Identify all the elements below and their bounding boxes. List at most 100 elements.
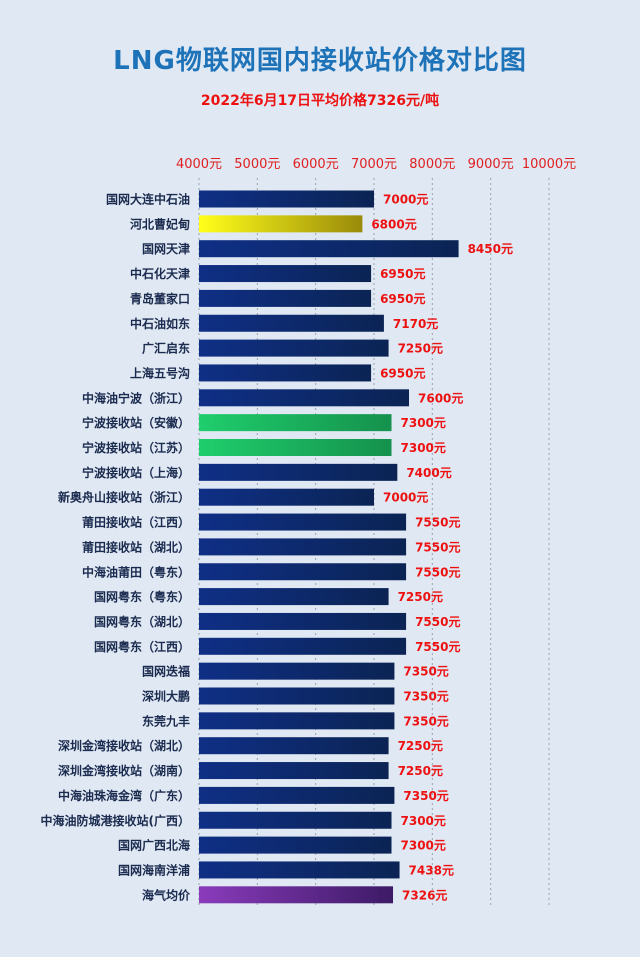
value-label: 6950元 bbox=[380, 292, 425, 306]
category-label: 中海油珠海金湾（广东） bbox=[58, 788, 190, 803]
value-label: 7250元 bbox=[398, 739, 443, 753]
bar bbox=[199, 314, 384, 332]
category-label: 河北曹妃甸 bbox=[129, 216, 190, 231]
value-label: 7250元 bbox=[398, 764, 443, 778]
value-label: 6950元 bbox=[380, 366, 425, 380]
bar bbox=[199, 687, 395, 705]
bar bbox=[199, 712, 395, 730]
value-label: 7250元 bbox=[398, 342, 443, 356]
category-label: 中海油莆田（粤东） bbox=[82, 564, 190, 579]
category-label: 国网粤东（湖北） bbox=[94, 614, 190, 629]
bar bbox=[199, 811, 392, 829]
x-tick-label: 7000元 bbox=[351, 157, 397, 172]
bar bbox=[199, 289, 372, 307]
bar bbox=[199, 215, 363, 233]
value-label: 7350元 bbox=[403, 665, 448, 679]
category-label: 国网粤东（江西） bbox=[94, 639, 190, 654]
bar bbox=[199, 662, 395, 680]
bar bbox=[199, 563, 407, 581]
category-label: 深圳金湾接收站（湖南） bbox=[58, 763, 190, 778]
category-labels: 国网大连中石油河北曹妃甸国网天津中石化天津青岛董家口中石油如东广汇启东上海五号沟… bbox=[41, 192, 191, 903]
category-label: 中石化天津 bbox=[130, 266, 190, 281]
value-label: 7550元 bbox=[415, 540, 460, 554]
value-label: 7300元 bbox=[401, 814, 446, 828]
value-label: 7438元 bbox=[409, 863, 454, 877]
value-label: 7170元 bbox=[393, 317, 438, 331]
x-tick-label: 10000元 bbox=[522, 157, 576, 172]
x-axis-ticks: 4000元 5000元 6000元 7000元 8000元 9000元 10000元 bbox=[176, 157, 576, 172]
category-label: 莆田接收站（江西） bbox=[82, 515, 190, 530]
category-label: 国网迭福 bbox=[142, 664, 190, 679]
category-label: 中海油宁波（浙江） bbox=[82, 390, 190, 405]
category-label: 莆田接收站（湖北） bbox=[82, 539, 190, 554]
category-label: 国网大连中石油 bbox=[106, 192, 190, 207]
category-label: 海气均价 bbox=[142, 887, 191, 902]
category-label: 国网粤东（粤东） bbox=[94, 589, 190, 604]
value-label: 7350元 bbox=[403, 714, 448, 728]
chart-subtitle: 2022年6月17日平均价格7326元/吨 bbox=[200, 93, 440, 109]
bar bbox=[199, 786, 395, 804]
bar bbox=[199, 538, 407, 556]
category-label: 中石油如东 bbox=[130, 316, 190, 331]
bar bbox=[199, 414, 392, 432]
bar bbox=[199, 463, 398, 481]
value-label: 7600元 bbox=[418, 391, 463, 405]
value-label: 7350元 bbox=[403, 789, 448, 803]
category-label: 青岛董家口 bbox=[130, 291, 190, 306]
bar bbox=[199, 762, 389, 780]
value-label: 7000元 bbox=[383, 491, 428, 505]
bar bbox=[199, 240, 459, 258]
value-label: 7000元 bbox=[383, 193, 428, 207]
value-labels: 7000元 6800元 8450元 6950元 6950元 7170元 7250元 6950元… bbox=[371, 193, 513, 903]
bar bbox=[199, 737, 389, 755]
x-tick-label: 4000元 bbox=[176, 157, 222, 172]
bar bbox=[199, 637, 407, 655]
bar bbox=[199, 265, 372, 283]
category-label: 国网海南洋浦 bbox=[118, 862, 190, 877]
category-label: 深圳金湾接收站（湖北） bbox=[58, 738, 190, 753]
x-tick-label: 5000元 bbox=[234, 157, 280, 172]
value-label: 8450元 bbox=[468, 242, 513, 256]
category-label: 国网广西北海 bbox=[118, 838, 190, 853]
x-tick-label: 6000元 bbox=[293, 157, 339, 172]
value-label: 7300元 bbox=[401, 416, 446, 430]
value-label: 7326元 bbox=[402, 888, 447, 902]
value-label: 7300元 bbox=[401, 441, 446, 455]
x-tick-label: 9000元 bbox=[468, 157, 514, 172]
bar bbox=[199, 612, 407, 630]
value-label: 7550元 bbox=[415, 565, 460, 579]
value-label: 7550元 bbox=[415, 640, 460, 654]
bar bbox=[199, 389, 409, 407]
value-label: 7350元 bbox=[403, 690, 448, 704]
category-label: 上海五号沟 bbox=[130, 365, 190, 380]
category-label: 宁波接收站（上海） bbox=[82, 465, 190, 480]
value-label: 7300元 bbox=[401, 839, 446, 853]
value-label: 6950元 bbox=[380, 267, 425, 281]
category-label: 新奥舟山接收站（浙江） bbox=[58, 490, 190, 505]
bar bbox=[199, 836, 392, 854]
bar bbox=[199, 588, 389, 606]
bar bbox=[199, 861, 400, 879]
value-label: 7550元 bbox=[415, 615, 460, 629]
category-label: 深圳大鹏 bbox=[142, 689, 190, 704]
category-label: 宁波接收站（安徽） bbox=[82, 415, 190, 430]
category-label: 宁波接收站（江苏） bbox=[82, 440, 190, 455]
bar bbox=[199, 364, 372, 382]
bar bbox=[199, 488, 374, 506]
chart-title: LNG物联网国内接收站价格对比图 bbox=[113, 46, 527, 76]
bar bbox=[199, 190, 374, 208]
category-label: 广汇启东 bbox=[142, 341, 190, 356]
bar bbox=[199, 439, 392, 456]
category-label: 国网天津 bbox=[142, 241, 190, 256]
x-tick-label: 8000元 bbox=[409, 157, 455, 172]
value-label: 7550元 bbox=[415, 516, 460, 530]
bar bbox=[199, 513, 407, 531]
value-label: 6800元 bbox=[371, 217, 416, 231]
bars bbox=[199, 190, 459, 904]
category-label: 东莞九丰 bbox=[142, 713, 190, 728]
bar bbox=[199, 339, 389, 357]
value-label: 7400元 bbox=[406, 466, 451, 480]
bar bbox=[199, 886, 394, 904]
value-label: 7250元 bbox=[398, 590, 443, 604]
